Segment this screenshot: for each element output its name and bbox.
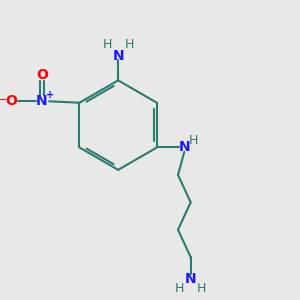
- Text: H: H: [189, 134, 199, 147]
- Text: H: H: [103, 38, 112, 51]
- Text: N: N: [185, 272, 197, 286]
- Text: N: N: [36, 94, 48, 108]
- Text: N: N: [178, 140, 190, 154]
- Text: +: +: [46, 90, 54, 100]
- Text: H: H: [175, 282, 184, 296]
- Text: −: −: [0, 95, 7, 105]
- Text: H: H: [197, 282, 206, 296]
- Text: H: H: [124, 38, 134, 51]
- Text: O: O: [6, 94, 17, 108]
- Text: O: O: [36, 68, 48, 82]
- Text: N: N: [112, 49, 124, 63]
